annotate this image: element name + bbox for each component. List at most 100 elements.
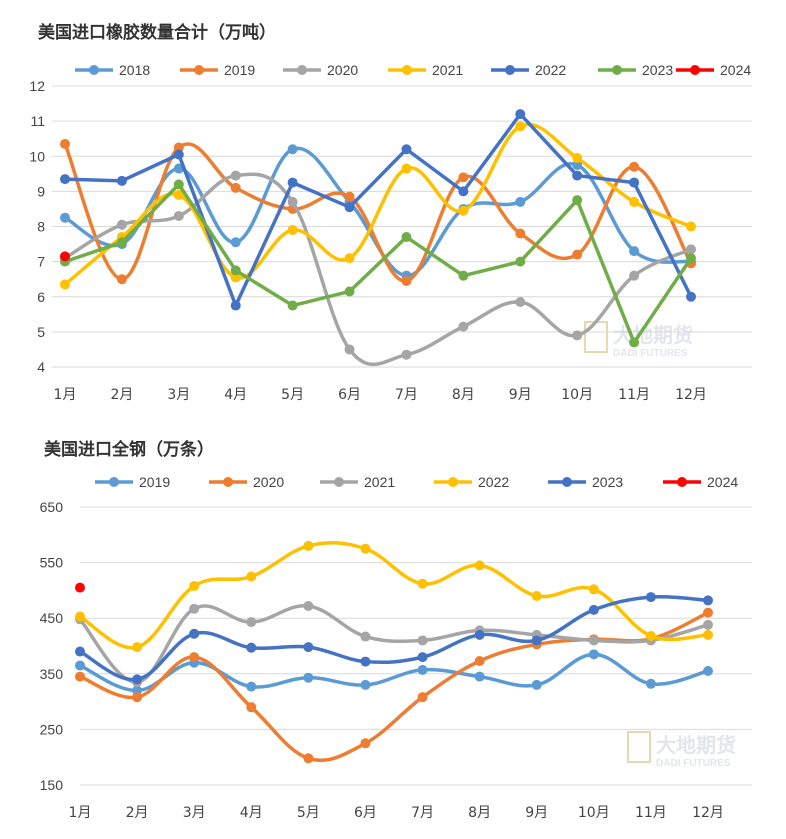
data-point-2022 bbox=[417, 578, 428, 589]
data-point-2022 bbox=[458, 186, 469, 197]
data-point-2022 bbox=[515, 109, 526, 120]
y-tick-label: 4 bbox=[37, 359, 45, 375]
data-point-2021 bbox=[287, 225, 298, 236]
data-point-2018 bbox=[515, 196, 526, 207]
x-tick-label: 12月 bbox=[675, 387, 707, 403]
data-point-2019 bbox=[474, 671, 485, 682]
legend-marker-2020 bbox=[223, 477, 233, 487]
data-point-2021 bbox=[246, 617, 257, 628]
data-point-2019 bbox=[75, 660, 85, 671]
x-tick-label: 12月 bbox=[692, 805, 724, 821]
data-point-2023 bbox=[360, 656, 371, 667]
data-point-2023 bbox=[629, 337, 640, 348]
data-point-2022 bbox=[686, 291, 696, 302]
y-tick-label: 6 bbox=[37, 289, 45, 305]
data-point-2019 bbox=[360, 679, 371, 690]
y-tick-label: 150 bbox=[40, 777, 64, 793]
data-point-2023 bbox=[189, 628, 200, 639]
data-point-2019 bbox=[629, 161, 640, 172]
data-point-2023 bbox=[287, 300, 298, 311]
series-line-2022 bbox=[64, 112, 693, 308]
y-tick-label: 450 bbox=[40, 610, 64, 626]
x-tick-label: 7月 bbox=[411, 805, 434, 821]
y-tick-label: 8 bbox=[37, 219, 45, 235]
data-point-2020 bbox=[173, 210, 184, 221]
data-point-2021 bbox=[515, 121, 526, 132]
data-point-2023 bbox=[458, 270, 469, 281]
data-point-2023 bbox=[588, 604, 599, 615]
data-point-2022 bbox=[344, 202, 355, 213]
data-point-2021 bbox=[417, 635, 428, 646]
data-point-2022 bbox=[132, 642, 143, 653]
data-point-2022 bbox=[287, 177, 298, 188]
watermark-text: 大地期货 bbox=[613, 323, 693, 347]
data-point-2023 bbox=[344, 286, 355, 297]
data-point-2021 bbox=[572, 153, 583, 164]
y-tick-label: 5 bbox=[37, 324, 45, 340]
x-tick-label: 3月 bbox=[183, 805, 206, 821]
data-point-2020 bbox=[230, 170, 241, 181]
data-point-2022 bbox=[645, 630, 656, 641]
data-point-2021 bbox=[60, 279, 70, 290]
x-tick-label: 4月 bbox=[224, 387, 247, 403]
legend-label-2024: 2024 bbox=[720, 62, 751, 78]
x-tick-label: 8月 bbox=[468, 805, 491, 821]
y-tick-label: 10 bbox=[29, 148, 45, 164]
data-point-2019 bbox=[344, 191, 355, 202]
y-tick-label: 650 bbox=[40, 499, 64, 515]
x-tick-label: 9月 bbox=[509, 387, 532, 403]
data-point-2024 bbox=[75, 582, 85, 593]
series-line-2023 bbox=[64, 182, 693, 345]
x-tick-label: 9月 bbox=[525, 805, 548, 821]
x-tick-label: 2月 bbox=[110, 387, 133, 403]
data-point-2021 bbox=[360, 631, 371, 642]
data-point-2019 bbox=[230, 182, 241, 193]
data-point-2019 bbox=[703, 666, 713, 677]
data-point-2022 bbox=[588, 584, 599, 595]
legend-label-2018: 2018 bbox=[119, 62, 150, 78]
data-point-2023 bbox=[686, 253, 696, 264]
legend-marker-2022 bbox=[505, 65, 515, 75]
data-point-2021 bbox=[189, 603, 200, 614]
data-point-2020 bbox=[686, 244, 696, 255]
data-point-2023 bbox=[572, 195, 583, 206]
x-tick-label: 6月 bbox=[354, 805, 377, 821]
x-tick-label: 1月 bbox=[69, 805, 92, 821]
data-point-2020 bbox=[417, 692, 428, 703]
x-tick-label: 10月 bbox=[578, 805, 610, 821]
data-point-2019 bbox=[572, 249, 583, 260]
data-point-2023 bbox=[230, 265, 241, 276]
watermark-text: 大地期货 bbox=[656, 733, 736, 757]
watermark-text-en: DADI FUTURES bbox=[656, 758, 731, 769]
data-point-2019 bbox=[515, 228, 526, 239]
data-point-2020 bbox=[303, 753, 314, 764]
data-point-2023 bbox=[132, 674, 143, 685]
legend-marker-2021 bbox=[334, 477, 344, 487]
legend-label-2022: 2022 bbox=[535, 62, 566, 78]
watermark-logo-icon bbox=[584, 321, 608, 353]
data-point-2018 bbox=[572, 160, 583, 171]
legend-label-2023: 2023 bbox=[592, 474, 623, 490]
data-point-2019 bbox=[458, 172, 469, 183]
data-point-2023 bbox=[116, 237, 127, 248]
data-point-2022 bbox=[173, 149, 184, 160]
data-point-2020 bbox=[458, 321, 469, 332]
legend-label-2020: 2020 bbox=[327, 62, 358, 78]
data-point-2020 bbox=[401, 349, 412, 360]
data-point-2022 bbox=[189, 580, 200, 591]
data-point-2021 bbox=[344, 253, 355, 264]
data-point-2022 bbox=[474, 560, 485, 571]
data-point-2023 bbox=[246, 642, 257, 653]
legend-marker-2022 bbox=[448, 477, 458, 487]
x-tick-label: 10月 bbox=[561, 387, 593, 403]
legend-marker-2023 bbox=[612, 65, 622, 75]
data-point-2021 bbox=[588, 635, 599, 646]
data-point-2022 bbox=[60, 174, 70, 185]
legend-label-2019: 2019 bbox=[224, 62, 255, 78]
y-tick-label: 7 bbox=[37, 254, 45, 270]
legend-label-2024: 2024 bbox=[707, 474, 738, 490]
y-tick-label: 350 bbox=[40, 666, 64, 682]
y-tick-label: 12 bbox=[29, 78, 45, 94]
